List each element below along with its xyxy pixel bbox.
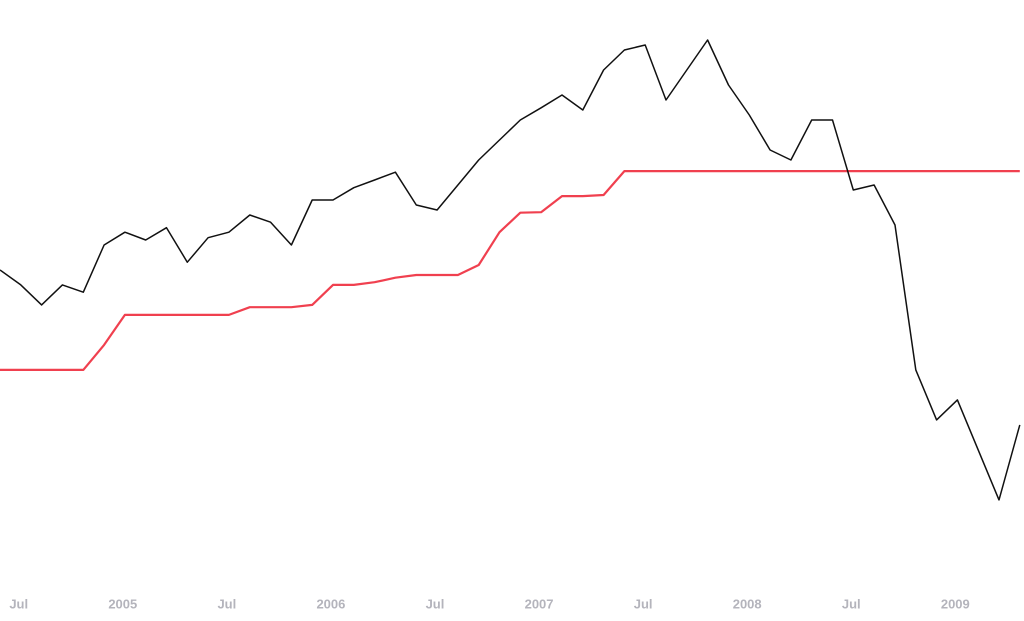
x-tick-label: 2009 (941, 596, 970, 611)
x-tick-label: Jul (426, 596, 445, 611)
x-tick-label: 2007 (525, 596, 554, 611)
x-tick-label: Jul (842, 596, 861, 611)
x-tick-label: Jul (634, 596, 653, 611)
x-tick-label: 2005 (108, 596, 137, 611)
x-tick-label: Jul (217, 596, 236, 611)
series-line (0, 39, 1021, 501)
x-tick-label: Jul (9, 596, 28, 611)
series-line (0, 170, 1020, 371)
x-tick-label: 2008 (733, 596, 762, 611)
x-tick-label: 2006 (316, 596, 345, 611)
